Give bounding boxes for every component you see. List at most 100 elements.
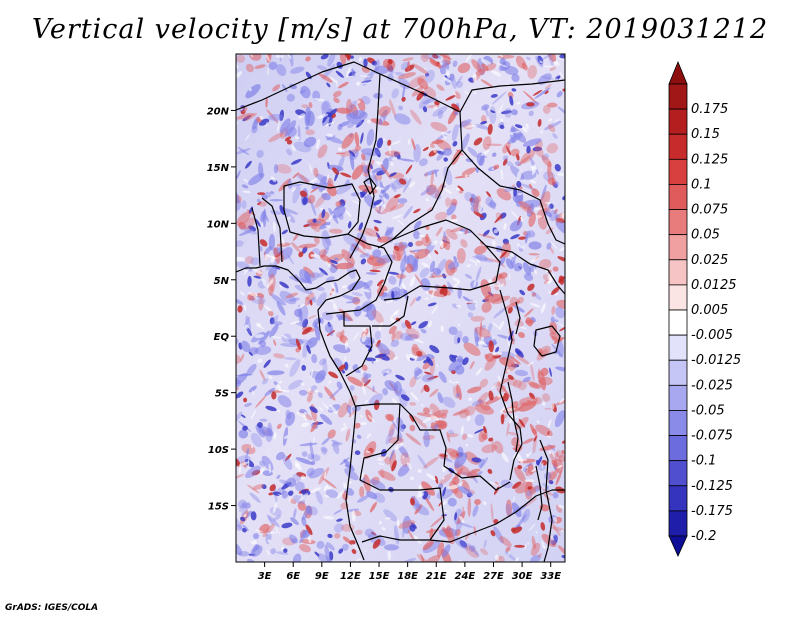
downdraft-patch <box>345 300 359 304</box>
downdraft-patch <box>337 314 345 321</box>
downdraft-patch <box>268 113 284 121</box>
downdraft-patch <box>266 514 280 528</box>
updraft-patch <box>341 133 355 149</box>
updraft-patch <box>327 429 336 439</box>
neutral-patch <box>418 234 426 238</box>
updraft-patch <box>557 545 565 558</box>
updraft-patch <box>460 239 468 248</box>
downdraft-patch <box>409 249 424 253</box>
downdraft-patch <box>371 170 379 187</box>
downdraft-patch <box>388 172 397 178</box>
neutral-patch <box>473 279 477 288</box>
neutral-patch <box>373 186 385 190</box>
updraft-patch <box>532 437 537 454</box>
downdraft-patch <box>316 292 327 306</box>
downdraft-patch <box>433 424 439 431</box>
neutral-patch <box>436 363 439 368</box>
downdraft-patch <box>447 281 454 293</box>
neutral-patch <box>472 73 477 83</box>
neutral-patch <box>367 119 371 124</box>
updraft-patch <box>529 392 535 400</box>
neutral-patch <box>496 62 508 68</box>
downdraft-patch <box>505 503 512 518</box>
downdraft-patch <box>287 126 297 138</box>
neutral-patch <box>551 528 553 531</box>
downdraft-patch <box>420 188 431 196</box>
updraft-patch <box>500 413 505 425</box>
neutral-patch <box>323 471 327 480</box>
neutral-patch <box>252 390 254 396</box>
downdraft-patch <box>557 106 565 116</box>
lake-victoria <box>533 325 561 357</box>
updraft-patch <box>310 420 319 433</box>
y-tick-label: 10N <box>207 219 230 230</box>
neutral-patch <box>277 409 281 413</box>
border-benin-togo <box>251 197 283 267</box>
neutral-patch <box>541 461 544 469</box>
downdraft-patch <box>479 457 488 469</box>
downdraft-patch <box>489 199 496 210</box>
downdraft-patch <box>455 81 464 88</box>
neutral-patch <box>458 481 464 488</box>
neutral-patch <box>463 91 470 95</box>
downdraft-patch <box>336 381 343 390</box>
border-zambia-south <box>429 489 565 543</box>
updraft-patch <box>284 453 292 462</box>
downdraft-patch <box>541 153 549 161</box>
downdraft-patch <box>240 516 246 522</box>
downdraft-patch <box>388 286 401 298</box>
updraft-patch <box>269 484 276 492</box>
downdraft-patch <box>364 280 373 289</box>
updraft-patch <box>268 132 284 143</box>
neutral-patch <box>559 398 565 404</box>
downdraft-patch <box>299 442 318 447</box>
updraft-patch <box>411 138 416 151</box>
downdraft-patch <box>238 499 247 509</box>
downdraft-patch <box>457 485 474 497</box>
neutral-patch <box>316 138 320 150</box>
updraft-patch <box>505 546 511 552</box>
updraft-patch <box>546 143 559 154</box>
downdraft-patch <box>509 220 523 232</box>
updraft-patch <box>401 96 406 102</box>
downdraft-patch <box>318 176 329 193</box>
downdraft-patch <box>501 57 507 65</box>
updraft-patch <box>553 208 558 215</box>
updraft-patch <box>346 54 351 61</box>
neutral-patch <box>396 519 400 527</box>
updraft-patch <box>314 236 320 245</box>
updraft-patch <box>481 63 489 72</box>
updraft-patch <box>245 256 254 265</box>
downdraft-patch <box>295 322 306 327</box>
downdraft-patch <box>443 231 447 242</box>
downdraft-patch <box>281 522 293 529</box>
colorbar-label: -0.1 <box>691 454 716 469</box>
updraft-patch <box>421 481 435 496</box>
neutral-patch <box>343 422 346 426</box>
neutral-patch <box>448 380 452 383</box>
updraft-patch <box>422 146 430 152</box>
neutral-patch <box>352 331 360 341</box>
downdraft-patch <box>317 271 326 278</box>
updraft-patch <box>356 228 374 237</box>
updraft-patch <box>525 468 530 476</box>
downdraft-patch <box>359 252 369 258</box>
updraft-patch <box>424 555 441 562</box>
neutral-patch <box>458 231 466 234</box>
updraft-patch <box>520 149 536 164</box>
neutral-patch <box>494 554 500 562</box>
neutral-patch <box>291 144 296 152</box>
neutral-patch <box>284 363 289 368</box>
neutral-patch <box>551 451 555 458</box>
downdraft-patch <box>540 184 547 201</box>
neutral-patch <box>275 54 284 58</box>
x-tick-label: 21E <box>426 571 447 582</box>
x-tick-label: 27E <box>483 571 504 582</box>
y-tick-label: 15S <box>208 502 229 513</box>
updraft-patch <box>467 497 472 517</box>
updraft-patch <box>404 320 412 329</box>
downdraft-patch <box>248 351 253 356</box>
downdraft-patch <box>481 155 488 158</box>
neutral-patch <box>409 276 416 287</box>
updraft-patch <box>461 479 470 492</box>
